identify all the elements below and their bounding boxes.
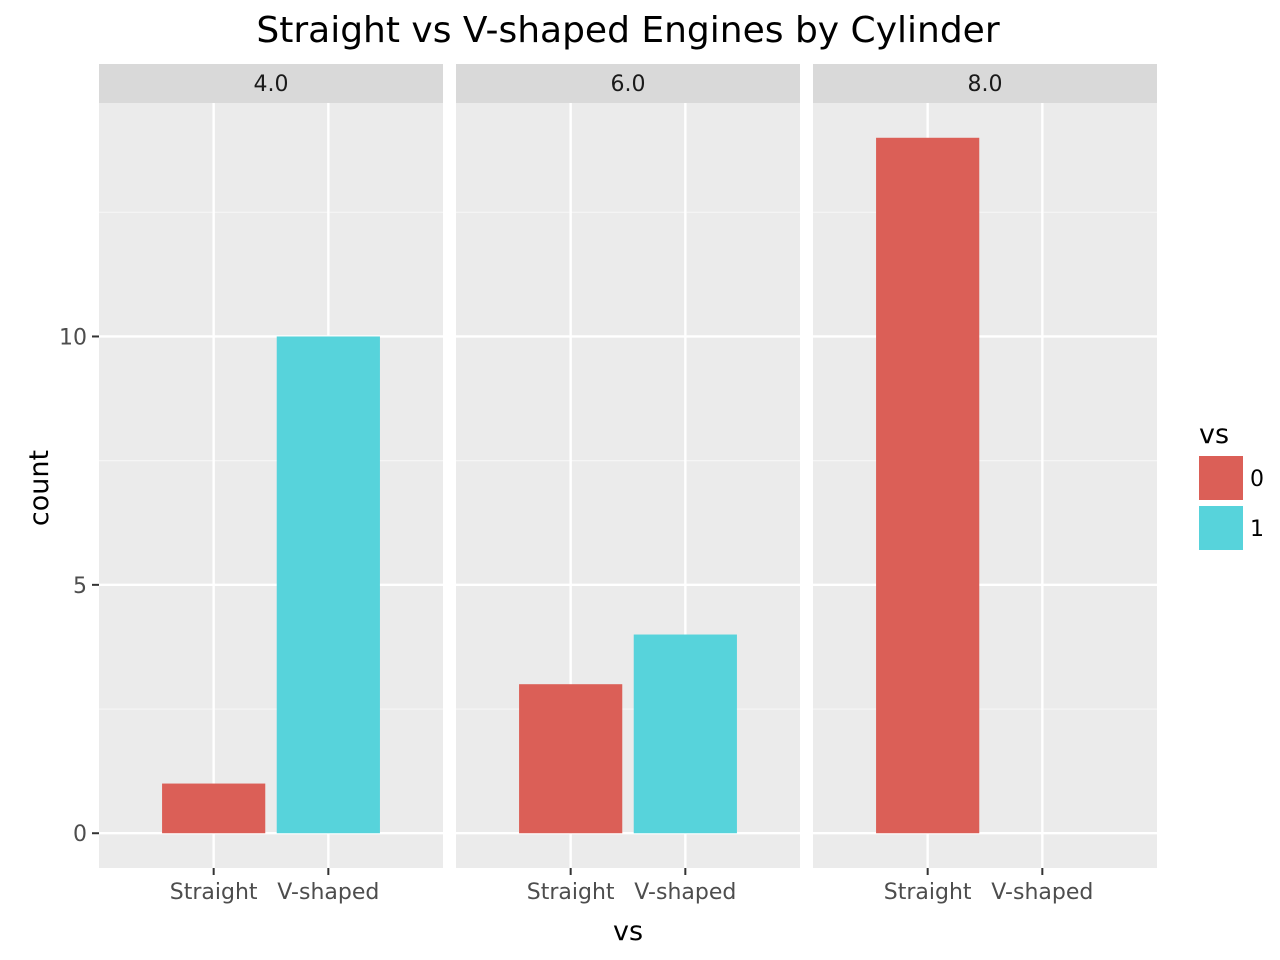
legend: vs 0 1: [1199, 419, 1264, 550]
chart-title: Straight vs V-shaped Engines by Cylinder: [256, 10, 999, 51]
bar-6.0-V-shaped: [633, 634, 737, 834]
x-tick-label: V-shaped: [991, 880, 1093, 905]
facet-panel-2: 8.0 Straight V-shaped: [813, 64, 1157, 905]
facet-strip-label: 4.0: [254, 72, 289, 97]
facet-strip-label: 6.0: [611, 72, 646, 97]
legend-key-1: [1199, 506, 1243, 550]
x-tick-label: V-shaped: [277, 880, 379, 905]
y-tick-label: 5: [73, 574, 87, 599]
legend-key-0: [1199, 456, 1243, 500]
legend-label-1: 1: [1250, 517, 1264, 542]
bar-4.0-Straight: [162, 783, 266, 834]
x-tick-label: Straight: [527, 880, 615, 905]
facet-strip: [456, 64, 800, 103]
x-tick-label: V-shaped: [634, 880, 736, 905]
facet-strip-label: 8.0: [968, 72, 1003, 97]
bar-8.0-Straight: [876, 137, 980, 834]
bar-4.0-V-shaped: [276, 336, 380, 834]
facet-strip: [99, 64, 443, 103]
legend-label-0: 0: [1250, 467, 1264, 492]
y-tick-label: 10: [59, 325, 87, 350]
x-axis-title: vs: [613, 916, 643, 947]
facet-panel-1: 6.0 Straight V-shaped: [456, 64, 800, 905]
panel-background: [813, 103, 1157, 868]
x-tick-label: Straight: [170, 880, 258, 905]
bar-6.0-Straight: [519, 684, 623, 834]
y-axis-title: count: [24, 450, 55, 526]
facet-strip: [813, 64, 1157, 103]
y-tick-label: 0: [73, 822, 87, 847]
panel-background: [99, 103, 443, 868]
y-axis: 0 5 10: [59, 325, 99, 847]
x-tick-label: Straight: [884, 880, 972, 905]
panel-background: [456, 103, 800, 868]
facet-panel-0: 4.0 Straight V-shaped: [99, 64, 443, 905]
legend-title: vs: [1199, 419, 1229, 450]
